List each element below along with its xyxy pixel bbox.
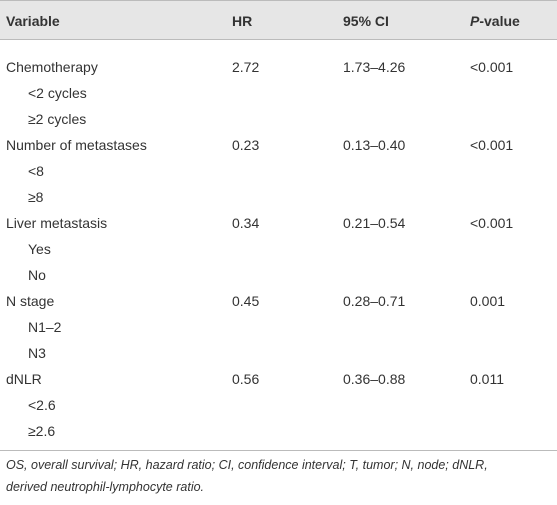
sub-row-label: ≥8: [28, 189, 44, 205]
bottom-rule: [0, 450, 557, 451]
cell: 0.45: [232, 293, 260, 309]
cell: 1.73–4.26: [343, 59, 406, 75]
header-band: [0, 0, 557, 40]
cell: 0.56: [232, 371, 260, 387]
sub-row-label: N1–2: [28, 319, 62, 335]
header-cell: 95% CI: [343, 13, 389, 29]
cell: Number of metastases: [6, 137, 147, 153]
header-text: -value: [479, 13, 520, 29]
cell: Chemotherapy: [6, 59, 98, 75]
cell: dNLR: [6, 371, 42, 387]
footnote: OS, overall survival; HR, hazard ratio; …: [6, 458, 488, 472]
cell: Liver metastasis: [6, 215, 108, 231]
sub-row-label: <2.6: [28, 397, 56, 413]
sub-row-label: <8: [28, 163, 44, 179]
cell: 2.72: [232, 59, 260, 75]
cell: N stage: [6, 293, 55, 309]
cell: 0.21–0.54: [343, 215, 406, 231]
cell: 0.23: [232, 137, 260, 153]
cell: <0.001: [470, 59, 514, 75]
cell: <0.001: [470, 137, 514, 153]
sub-row-label: ≥2 cycles: [28, 111, 87, 127]
cell: 0.34: [232, 215, 260, 231]
header-cell: HR: [232, 13, 253, 29]
cell: 0.13–0.40: [343, 137, 406, 153]
sub-row-label: No: [28, 267, 46, 283]
sub-row-label: ≥2.6: [28, 423, 56, 439]
header-cell: P-value: [470, 12, 520, 30]
sub-row-label: N3: [28, 345, 46, 361]
cell: 0.28–0.71: [343, 293, 406, 309]
sub-row-label: <2 cycles: [28, 85, 87, 101]
header-cell: Variable: [6, 13, 60, 29]
cell: 0.011: [470, 371, 504, 387]
footnote: derived neutrophil-lymphocyte ratio.: [6, 480, 205, 494]
cell: 0.36–0.88: [343, 371, 406, 387]
sub-row-label: Yes: [28, 241, 51, 257]
header-italic: P: [470, 13, 480, 29]
cell: 0.001: [470, 293, 506, 309]
cell: <0.001: [470, 215, 514, 231]
